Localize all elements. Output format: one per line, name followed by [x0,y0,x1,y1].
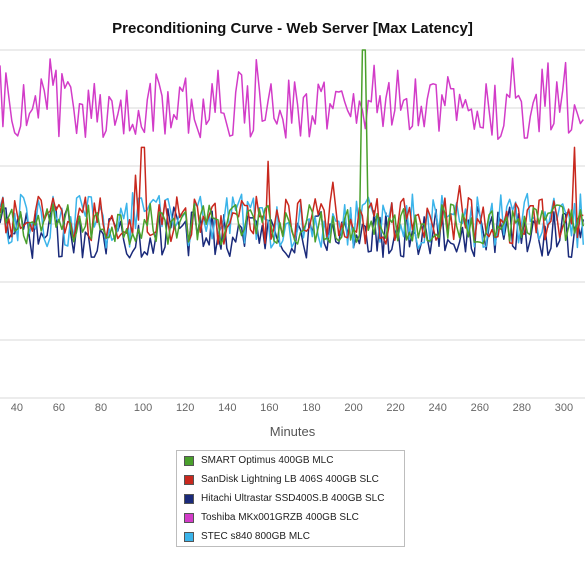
legend-label: SanDisk Lightning LB 406S 400GB SLC [201,474,379,485]
x-tick-label: 80 [94,402,108,414]
legend-swatch [184,474,194,485]
legend-label: Hitachi Ultrastar SSD400S.B 400GB SLC [201,493,385,504]
legend-item[interactable]: Hitachi Ultrastar SSD400S.B 400GB SLC [177,489,404,508]
plot-area [0,49,585,399]
legend-swatch [184,512,194,523]
x-tick-label: 60 [52,402,66,414]
x-axis-title: Minutes [269,424,316,439]
x-tick-label: 280 [512,402,532,414]
x-tick-label: 180 [302,402,321,414]
legend-item[interactable]: SanDisk Lightning LB 406S 400GB SLC [177,470,404,489]
x-tick-label: 160 [260,402,279,414]
x-tick-label: 220 [386,402,405,414]
legend-label: Toshiba MKx001GRZB 400GB SLC [201,512,359,523]
x-tick-label: 300 [554,402,574,414]
legend-label: SMART Optimus 400GB MLC [201,455,334,466]
x-tick-label: 140 [218,402,237,414]
series-line-2 [0,205,585,259]
x-tick-label: 200 [344,402,363,414]
legend-swatch [184,531,194,542]
series-line-3 [0,57,584,141]
x-tick-label: 260 [470,402,489,414]
x-tick-label: 240 [428,402,447,414]
x-tick-label: 120 [175,402,195,414]
legend-item[interactable]: STEC s840 800GB MLC [177,527,404,546]
series-lines [0,49,585,259]
x-tick-label: 100 [133,402,153,414]
chart-title: Preconditioning Curve - Web Server [Max … [112,20,473,37]
legend-label: STEC s840 800GB MLC [201,531,310,542]
legend-swatch [184,455,194,466]
legend-item[interactable]: SMART Optimus 400GB MLC [177,451,404,470]
legend-swatch [184,493,194,504]
legend-item[interactable]: Toshiba MKx001GRZB 400GB SLC [177,508,404,527]
series-line-0 [0,49,585,246]
x-tick-label: 40 [10,402,23,414]
legend: SMART Optimus 400GB MLC SanDisk Lightnin… [176,450,405,547]
